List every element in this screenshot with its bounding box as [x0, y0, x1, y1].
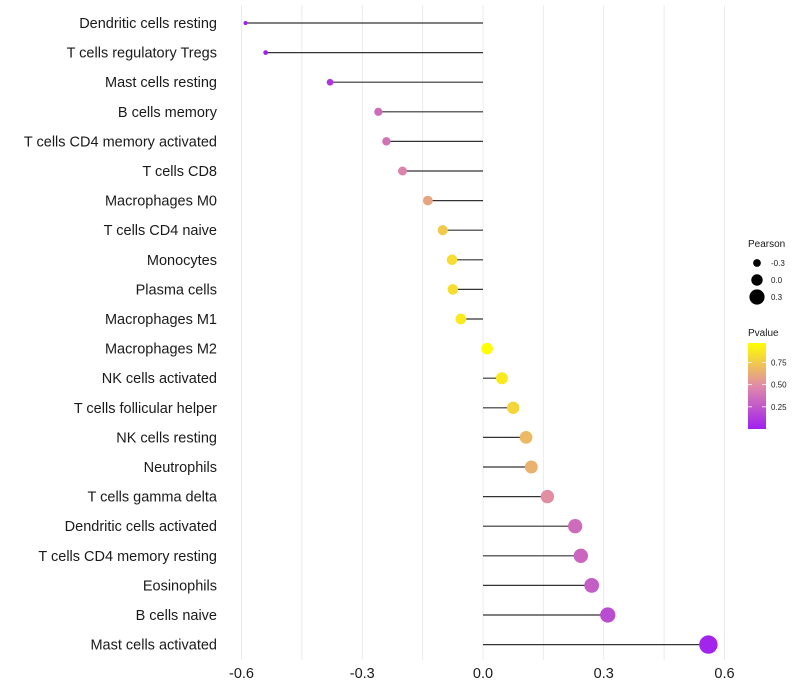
legend: Pearson -0.3 0.0 0.3 Pvalue 0.75 0.50 0.25 [748, 239, 787, 429]
size-legend-label: 0.3 [771, 293, 783, 302]
x-tick-label: -0.6 [229, 666, 254, 682]
x-axis-labels: -0.6 -0.3 0.0 0.3 0.6 [229, 666, 735, 682]
y-tick-label: T cells CD4 memory resting [38, 549, 217, 565]
data-point [600, 607, 616, 623]
y-tick-label: NK cells resting [116, 430, 217, 446]
y-tick-label: Macrophages M2 [105, 342, 217, 358]
y-tick-label: Eosinophils [143, 578, 217, 594]
y-tick-label: Monocytes [147, 253, 217, 269]
grid-lines [241, 5, 725, 660]
y-tick-label: T cells follicular helper [74, 401, 217, 417]
y-tick-label: NK cells activated [102, 371, 217, 387]
y-tick-label: Mast cells resting [105, 75, 217, 91]
color-legend-label: 0.25 [771, 403, 787, 412]
data-point [507, 401, 520, 414]
color-legend-keys: 0.75 0.50 0.25 [748, 359, 787, 412]
x-tick-label: -0.3 [350, 666, 375, 682]
data-point [455, 313, 467, 325]
size-legend-keys: -0.3 0.0 0.3 [749, 259, 785, 305]
size-legend-label: 0.0 [771, 276, 783, 285]
color-legend-label: 0.50 [771, 381, 787, 390]
x-tick-label: 0.3 [594, 666, 614, 682]
data-point [326, 78, 334, 86]
stems [245, 22, 709, 646]
data-point [540, 489, 555, 504]
data-point [699, 635, 718, 654]
y-tick-label: B cells memory [118, 105, 218, 121]
color-legend-title: Pvalue [748, 328, 779, 339]
data-point [382, 137, 391, 146]
y-tick-label: T cells CD4 naive [104, 223, 217, 239]
size-legend-dot [753, 259, 761, 267]
pvalue-colorbar [748, 343, 766, 429]
data-point [573, 548, 589, 564]
y-tick-label: T cells regulatory Tregs [67, 46, 217, 62]
y-tick-label: B cells naive [136, 608, 217, 624]
points [243, 20, 718, 654]
y-axis-labels: Dendritic cells resting T cells regulator… [24, 16, 218, 654]
y-tick-label: Neutrophils [144, 460, 217, 476]
x-tick-label: 0.6 [714, 666, 734, 682]
data-point [374, 107, 383, 116]
data-point [495, 372, 508, 385]
y-tick-label: Dendritic cells resting [79, 16, 217, 32]
y-tick-label: Dendritic cells activated [65, 519, 217, 535]
data-point [446, 254, 458, 266]
y-tick-label: T cells CD8 [142, 164, 217, 180]
y-tick-label: Plasma cells [136, 282, 217, 298]
y-tick-label: Macrophages M1 [105, 312, 217, 328]
data-point [422, 195, 433, 206]
size-legend-dot [751, 274, 763, 286]
data-point [584, 578, 600, 593]
data-point [519, 431, 533, 444]
data-point [437, 225, 448, 236]
data-point [447, 284, 459, 295]
data-point [481, 342, 493, 355]
data-point [263, 50, 269, 55]
y-tick-label: T cells gamma delta [88, 490, 218, 506]
data-point [524, 460, 538, 474]
x-tick-label: 0.0 [473, 666, 493, 682]
data-point [568, 519, 583, 534]
y-tick-label: Macrophages M0 [105, 194, 217, 210]
y-tick-label: Mast cells activated [90, 638, 217, 654]
size-legend-title: Pearson [748, 239, 785, 250]
size-legend-label: -0.3 [771, 259, 785, 268]
data-point [243, 20, 248, 26]
size-legend-dot [749, 289, 765, 305]
color-legend-label: 0.75 [771, 359, 787, 368]
data-point [398, 166, 407, 176]
y-tick-label: T cells CD4 memory activated [24, 134, 217, 150]
